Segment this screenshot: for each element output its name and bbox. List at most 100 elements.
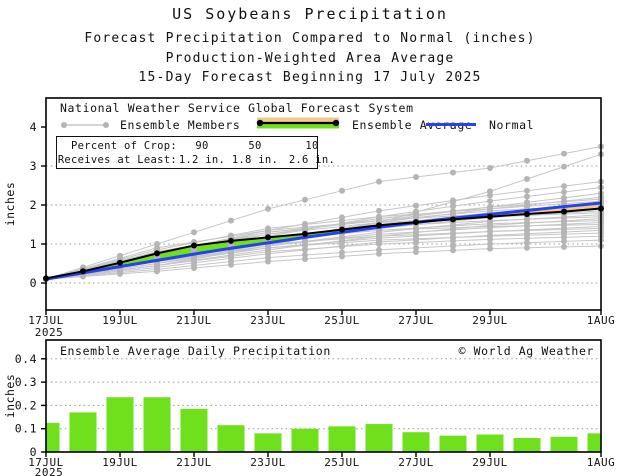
svg-text:27JUL: 27JUL [398, 456, 434, 469]
ensemble-member-dot [413, 174, 419, 181]
ensemble-member-dot [413, 249, 419, 256]
crop-row2-value-1: 1.2 in. [178, 153, 226, 166]
svg-text:19JUL: 19JUL [102, 456, 138, 469]
ensemble-member-dot [450, 224, 456, 231]
svg-text:2025: 2025 [35, 466, 64, 476]
svg-text:1AUG: 1AUG [587, 314, 616, 327]
ensemble-average-dot [487, 213, 493, 220]
ensemble-member-dot [117, 270, 123, 277]
page-title: US Soybeans Precipitation [172, 5, 448, 23]
ensemble-member-dot [413, 226, 419, 233]
svg-text:27JUL: 27JUL [398, 314, 434, 327]
daily-precip-bar [550, 436, 578, 452]
svg-text:inches: inches [3, 374, 17, 419]
daily-precip-bar [254, 433, 282, 452]
svg-text:1: 1 [30, 237, 37, 251]
svg-text:2: 2 [30, 198, 37, 212]
svg-text:0: 0 [30, 445, 37, 459]
svg-text:0.2: 0.2 [15, 398, 37, 412]
ensemble-member-line [45, 245, 602, 280]
ensemble-member-dot [265, 205, 271, 212]
svg-text:23JUL: 23JUL [250, 456, 286, 469]
ensemble-average-dot [376, 222, 382, 229]
legend-source-label: National Weather Service Global Forecast… [60, 101, 414, 115]
ensemble-member-dot [80, 273, 86, 280]
ensemble-member-dot [191, 229, 197, 236]
ensemble-member-dot [302, 196, 308, 203]
ensemble-member-dot [487, 241, 493, 247]
daily-precip-bar [328, 426, 356, 452]
crop-row1-value-10: 10 [305, 139, 319, 152]
ensemble-member-dot [450, 203, 456, 210]
svg-text:0.3: 0.3 [15, 375, 37, 389]
subtitle-comparison: Forecast Precipitation Compared to Norma… [84, 31, 536, 46]
daily-precip-bar [476, 434, 504, 452]
ensemble-member-dot [228, 217, 234, 224]
ensemble-average-dot [80, 268, 86, 275]
ensemble-member-dot [487, 164, 493, 171]
ensemble-member-dot [376, 250, 382, 257]
daily-precip-bar [217, 425, 245, 452]
ensemble-member-dot [228, 261, 234, 268]
ensemble-average-swatch-icon [256, 117, 340, 129]
ensemble-member-dot [487, 198, 493, 205]
svg-text:21JUL: 21JUL [176, 314, 212, 327]
ensemble-member-dot [524, 193, 530, 200]
ensemble-member-line [45, 235, 602, 280]
ensemble-member-dot [265, 248, 271, 255]
daily-precip-bar [106, 397, 134, 452]
crop-row1-value-50: 50 [248, 139, 262, 152]
daily-precip-bar [587, 433, 601, 452]
svg-text:17JUL: 17JUL [28, 456, 64, 469]
average-vs-normal-band [194, 240, 231, 255]
ensemble-member-dot [487, 236, 493, 243]
subtitle-forecast-period: 15-Day Forecast Beginning 17 July 2025 [138, 70, 482, 85]
crop-row2-label: Receives at Least: [57, 153, 177, 166]
ensemble-member-dot [413, 231, 419, 238]
ensemble-member-dot [561, 234, 567, 241]
ensemble-average-dot [302, 230, 308, 237]
ensemble-member-dot [339, 253, 345, 260]
svg-text:inches: inches [3, 182, 17, 227]
legend-average-label: Ensemble Average [352, 118, 473, 132]
daily-precip-bar [291, 428, 319, 452]
svg-text:17JUL: 17JUL [28, 314, 64, 327]
svg-text:0.4: 0.4 [15, 352, 37, 366]
ensemble-member-dot [561, 243, 567, 250]
ensemble-member-dot [191, 257, 197, 264]
svg-text:0.1: 0.1 [15, 422, 37, 436]
normal-line-swatch-icon [426, 123, 476, 127]
ensemble-member-dot [413, 244, 419, 251]
daily-precip-bar [46, 422, 60, 452]
ensemble-average-dot [117, 259, 123, 266]
ensemble-average-dot [413, 219, 419, 226]
ensemble-member-dot [265, 258, 271, 265]
ensemble-member-dot [339, 243, 345, 250]
ensemble-member-line [45, 214, 602, 280]
svg-text:2025: 2025 [35, 326, 64, 339]
legend-normal-label: Normal [489, 118, 535, 132]
ensemble-member-dot [413, 202, 419, 209]
ensemble-average-dot [524, 210, 530, 217]
ensemble-member-dot [524, 235, 530, 242]
ensemble-member-dot [450, 247, 456, 254]
ensemble-member-dot [524, 244, 530, 251]
crop-row2-value-3: 2.6 in. [288, 153, 336, 166]
ensemble-member-dot [561, 163, 567, 170]
ensemble-member-dot [154, 268, 160, 275]
ensemble-average-dot [154, 250, 160, 257]
ensemble-average-dot [339, 226, 345, 233]
daily-precip-bar [402, 432, 430, 452]
svg-text:25JUL: 25JUL [324, 314, 360, 327]
ensemble-average-line [45, 207, 602, 280]
ensemble-member-dot [561, 150, 567, 157]
ensemble-member-dot [450, 237, 456, 244]
ensemble-member-dot [524, 176, 530, 182]
svg-text:23JUL: 23JUL [250, 314, 286, 327]
ensemble-member-dot [302, 246, 308, 253]
daily-precip-bar [365, 424, 393, 452]
ensemble-member-dot [376, 241, 382, 247]
subtitle-area-average: Production-Weighted Area Average [165, 51, 455, 66]
